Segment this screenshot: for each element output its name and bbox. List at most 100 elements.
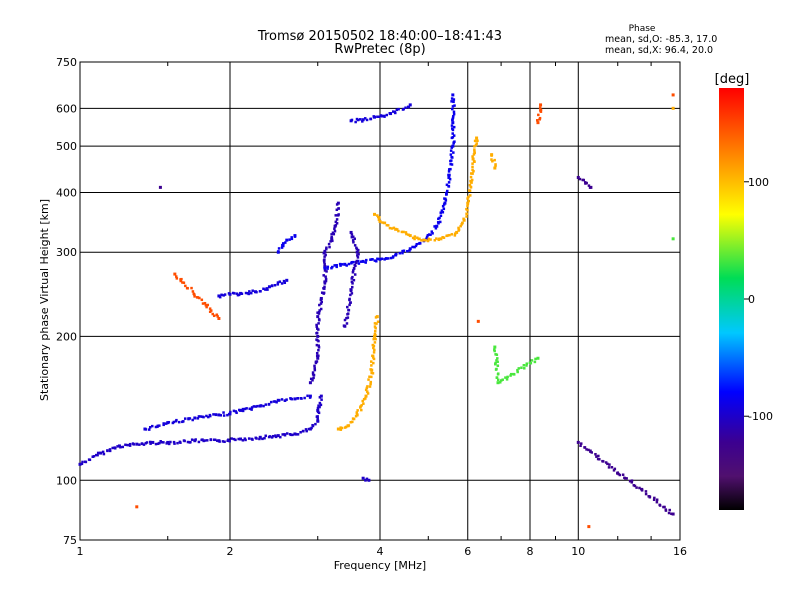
trace-point bbox=[378, 257, 382, 261]
trace-point bbox=[274, 434, 277, 437]
trace-point bbox=[429, 238, 432, 241]
trace-point bbox=[234, 410, 238, 413]
trace-point bbox=[386, 224, 390, 227]
trace-point bbox=[658, 504, 662, 507]
trace-point bbox=[471, 172, 474, 175]
trace-point bbox=[271, 434, 275, 438]
colorbar-ticks: 100 0 -100 bbox=[744, 176, 773, 423]
trace-point bbox=[346, 316, 350, 319]
trace-point bbox=[465, 215, 468, 218]
trace-point bbox=[364, 388, 368, 392]
trace-point bbox=[402, 107, 405, 111]
trace-point bbox=[474, 143, 478, 147]
trace-point bbox=[347, 262, 351, 266]
trace-point bbox=[441, 235, 444, 239]
trace-point bbox=[335, 208, 339, 212]
trace-point bbox=[315, 323, 318, 327]
trace-point bbox=[378, 219, 382, 223]
trace-point bbox=[443, 201, 447, 205]
trace-point bbox=[324, 279, 328, 283]
trace-point bbox=[373, 348, 376, 352]
trace-point bbox=[293, 397, 297, 401]
trace-point bbox=[193, 295, 196, 298]
trace-point bbox=[451, 132, 454, 135]
trace-point bbox=[102, 452, 106, 456]
trace-point bbox=[450, 100, 453, 103]
trace-point bbox=[451, 156, 454, 159]
trace-point bbox=[664, 509, 668, 512]
trace-point bbox=[319, 302, 323, 305]
trace-point bbox=[462, 218, 466, 222]
trace-point bbox=[375, 259, 378, 263]
trace-point bbox=[337, 207, 340, 210]
trace-series bbox=[217, 278, 289, 299]
trace-point bbox=[430, 230, 434, 233]
y-tick-label: 750 bbox=[56, 56, 77, 69]
trace-point bbox=[282, 279, 286, 283]
trace-point bbox=[367, 478, 371, 482]
trace-point bbox=[280, 282, 284, 285]
trace-point bbox=[589, 185, 593, 189]
trace-point bbox=[625, 477, 628, 480]
trace-point bbox=[203, 301, 207, 305]
trace-point bbox=[663, 505, 666, 509]
trace-point bbox=[469, 179, 472, 183]
trace-point bbox=[179, 441, 182, 444]
trace-point bbox=[323, 260, 326, 264]
trace-point bbox=[218, 440, 221, 443]
trace-point bbox=[349, 420, 353, 424]
trace-point bbox=[373, 332, 377, 336]
trace-point bbox=[452, 125, 456, 129]
trace-point bbox=[635, 486, 638, 489]
trace-point bbox=[467, 189, 471, 192]
trace-point bbox=[446, 234, 450, 237]
trace-point bbox=[196, 296, 200, 299]
trace-point bbox=[538, 116, 542, 120]
trace-point bbox=[395, 252, 398, 256]
grid bbox=[80, 62, 680, 540]
trace-point bbox=[203, 439, 207, 442]
trace-point bbox=[451, 144, 455, 148]
trace-point bbox=[350, 261, 354, 264]
trace-point bbox=[352, 269, 355, 272]
trace-point bbox=[350, 235, 354, 239]
trace-point bbox=[630, 479, 634, 482]
trace-point bbox=[316, 419, 320, 423]
trace-point bbox=[326, 267, 329, 270]
trace-point bbox=[378, 216, 381, 219]
trace-point bbox=[469, 175, 473, 179]
trace-point bbox=[469, 186, 473, 189]
trace-point bbox=[390, 227, 394, 230]
trace-point bbox=[314, 360, 318, 364]
trace-point bbox=[310, 426, 313, 430]
trace-point bbox=[385, 113, 389, 117]
trace-point bbox=[316, 356, 320, 360]
trace-point bbox=[156, 442, 160, 446]
trace-point bbox=[384, 257, 388, 260]
trace-point bbox=[475, 142, 478, 145]
trace-series bbox=[336, 315, 380, 431]
trace-point bbox=[285, 238, 289, 242]
trace-point bbox=[496, 364, 500, 367]
trace-point bbox=[444, 197, 447, 201]
trace-point bbox=[340, 426, 344, 430]
trace-point bbox=[401, 249, 404, 253]
y-tick-label: 100 bbox=[56, 474, 77, 487]
trace-point bbox=[366, 385, 369, 388]
trace-point bbox=[169, 440, 172, 444]
trace-point bbox=[239, 291, 243, 295]
trace-point bbox=[388, 226, 392, 230]
trace-point bbox=[317, 312, 321, 315]
trace-point bbox=[243, 407, 247, 411]
trace-point bbox=[498, 381, 502, 384]
trace-point bbox=[312, 376, 315, 380]
trace-point bbox=[472, 160, 476, 163]
y-tick-label: 500 bbox=[56, 140, 77, 153]
trace-point bbox=[320, 291, 324, 294]
trace-point bbox=[172, 420, 176, 424]
trace-point bbox=[368, 385, 372, 388]
trace-point bbox=[447, 184, 450, 188]
trace-point bbox=[322, 287, 325, 290]
colorbar-tick-label: -100 bbox=[748, 410, 773, 423]
trace-point bbox=[162, 422, 165, 425]
